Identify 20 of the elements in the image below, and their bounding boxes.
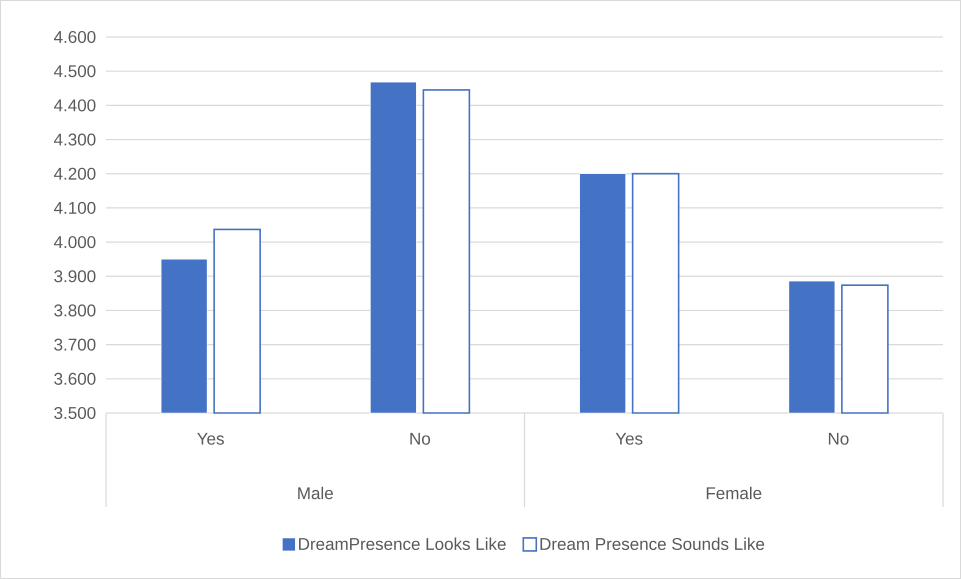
y-tick-label: 4.500	[54, 65, 96, 78]
legend-label: DreamPresence Looks Like	[299, 538, 506, 550]
y-tick-label: 4.200	[54, 168, 96, 180]
text: Female	[706, 486, 762, 500]
y-tick-label: 3.500	[54, 406, 96, 420]
legend-label: Dream Presence Sounds Like	[540, 538, 764, 550]
x-tick-label: No	[410, 432, 430, 445]
text: Male	[298, 486, 333, 500]
x-tick-label: No	[828, 432, 849, 445]
y-tick-label: 3.900	[54, 270, 96, 282]
y-tick-label: 3.800	[54, 304, 96, 316]
y-tick-label: 4.400	[54, 99, 96, 112]
y-tick-label: 4.000	[54, 236, 96, 248]
y-tick-label: 4.300	[54, 134, 96, 146]
y-tick-label: 4.600	[54, 30, 96, 44]
y-tick-label: 3.600	[54, 372, 96, 385]
x-tick-label: Yes	[616, 432, 642, 445]
y-tick-label: 3.700	[54, 338, 96, 351]
x-tick-label: Yes	[197, 432, 224, 445]
y-tick-label: 4.100	[54, 202, 96, 214]
